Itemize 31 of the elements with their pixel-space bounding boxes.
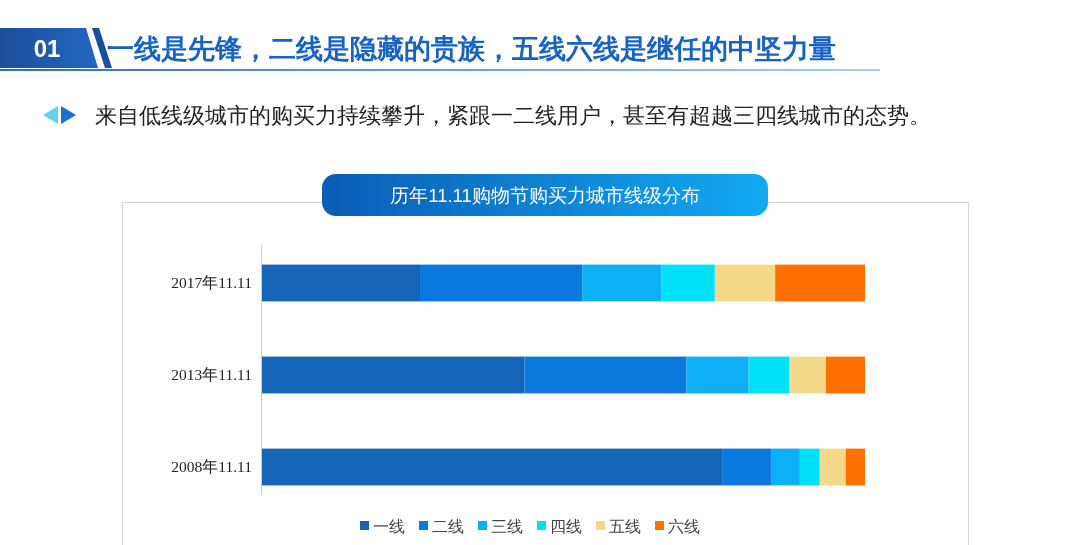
legend-label: 五线 (609, 517, 641, 535)
legend-label: 二线 (432, 517, 464, 535)
bar (770, 448, 800, 486)
legend-label: 六线 (668, 517, 700, 535)
text: 来自低线级城市的购买力持续攀升，紧跟一二线用户，甚至有超越三四线城市的态势。 (95, 103, 931, 128)
bar (799, 448, 820, 486)
text: 一线是先锋，二线是隐藏的贵族，五线六线是继任的中坚力量 (107, 34, 836, 64)
bar (748, 356, 790, 394)
text: 01 (33, 35, 61, 62)
legend-label: 一线 (373, 517, 405, 535)
chart-title: 历年11.11购物节购买力城市线级分布 (390, 185, 700, 206)
bar (775, 264, 865, 302)
bar (845, 448, 865, 486)
y-tick-label: 2017年11.11 (171, 274, 252, 291)
bar (686, 356, 749, 394)
y-tick-label: 2013年11.11 (171, 366, 252, 383)
bar (819, 448, 846, 486)
legend-label: 三线 (491, 517, 523, 535)
bar (524, 356, 687, 394)
bar (582, 264, 662, 302)
bar (262, 356, 525, 394)
bar (825, 356, 865, 394)
bar (789, 356, 826, 394)
bar (714, 264, 776, 302)
y-tick-label: 2008年11.11 (171, 458, 252, 475)
bar (661, 264, 715, 302)
legend-label: 四线 (550, 517, 582, 535)
bar (419, 264, 583, 302)
bar (722, 448, 771, 486)
bar (262, 264, 420, 302)
bar (262, 448, 723, 486)
